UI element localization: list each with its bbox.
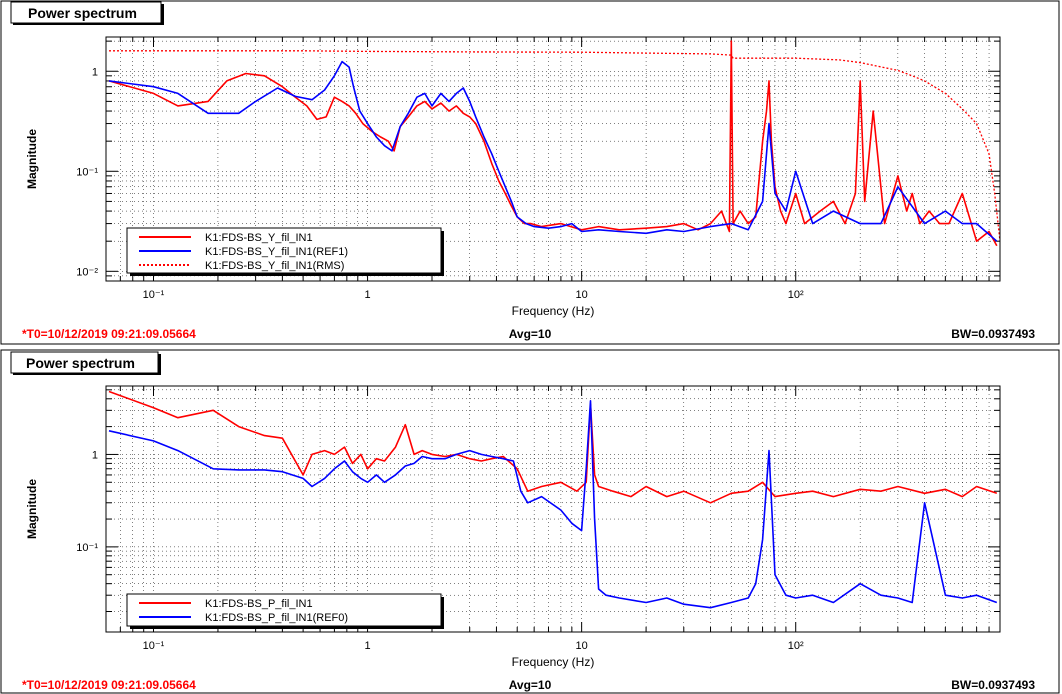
- panel-top: Power spectrum 10⁻¹ 1 10 10² 10⁻² 10⁻¹ 1 Freque…: [0, 0, 1060, 345]
- legend-box: [126, 593, 442, 627]
- panel-bottom: Power spectrum 10⁻¹ 1 10 10² 10⁻¹ 1 Frequency …: [0, 349, 1060, 694]
- legend: K1:FDS-BS_P_fil_IN1 K1:FDS-BS_P_fil_IN1(R…: [126, 593, 444, 629]
- y-axis-title: Magnitude: [25, 129, 39, 189]
- panel-bottom-header-shadow-b: [13, 373, 161, 375]
- panel-bottom-frame: [0, 349, 1060, 694]
- series-line-2: [109, 50, 1000, 242]
- x-tick-label: 10²: [788, 640, 804, 652]
- x-tick-label: 10⁻¹: [143, 640, 165, 652]
- legend-shadow-r: [441, 597, 444, 629]
- legend-label-1: K1:FDS-BS_Y_fil_IN1(REF1): [205, 246, 348, 258]
- y-tick-label: 1: [92, 449, 98, 461]
- x-tick-label: 1: [365, 640, 371, 652]
- x-tick-label: 10²: [788, 289, 804, 301]
- panel-top-header-shadow-b: [13, 23, 164, 25]
- plot-area-frame: [105, 385, 1001, 633]
- series-group: [108, 390, 998, 609]
- legend-label-2: K1:FDS-BS_Y_fil_IN1(RMS): [205, 260, 344, 272]
- plot-bottom: 10⁻¹ 1 10 10² 10⁻¹ 1 Frequency (Hz) Magnitude K1…: [25, 385, 1001, 669]
- plot-top: 10⁻¹ 1 10 10² 10⁻² 10⁻¹ 1 Frequency (Hz) Magnitu…: [25, 36, 1001, 318]
- y-tick-label: 10⁻¹: [76, 166, 98, 178]
- panel-top-header: Power spectrum: [28, 5, 137, 21]
- panel-top-t0: *T0=10/12/2019 09:21:09.05664: [22, 327, 196, 341]
- legend-shadow-b: [130, 626, 444, 629]
- y-tick-label: 10⁻¹: [76, 542, 98, 554]
- x-axis-title: Frequency (Hz): [512, 655, 595, 669]
- panel-bottom-bw: BW=0.0937493: [951, 678, 1035, 692]
- legend-shadow-b: [130, 273, 444, 276]
- x-tick-label: 10⁻¹: [143, 289, 165, 301]
- y-tick-label: 1: [92, 66, 98, 78]
- y-tick-label: 10⁻²: [76, 266, 98, 278]
- legend: K1:FDS-BS_Y_fil_IN1 K1:FDS-BS_Y_fil_IN1(R…: [126, 227, 444, 276]
- x-tick-label: 10: [576, 289, 588, 301]
- series-line-0: [108, 390, 998, 504]
- x-axis-title: Frequency (Hz): [512, 304, 595, 318]
- series-line-0: [108, 40, 998, 247]
- plot-area-frame: [105, 36, 1001, 282]
- panel-bottom-t0: *T0=10/12/2019 09:21:09.05664: [22, 678, 196, 692]
- legend-label-0: K1:FDS-BS_P_fil_IN1: [205, 598, 313, 610]
- series-line-1: [108, 399, 998, 609]
- x-tick-label: 10: [576, 640, 588, 652]
- legend-label-0: K1:FDS-BS_Y_fil_IN1: [205, 232, 313, 244]
- panel-bottom-header: Power spectrum: [26, 355, 135, 371]
- legend-label-1: K1:FDS-BS_P_fil_IN1(REF0): [205, 612, 348, 624]
- y-axis-title: Magnitude: [25, 479, 39, 539]
- series-group: [108, 40, 1000, 247]
- series-line-1: [108, 60, 998, 242]
- panel-top-avg: Avg=10: [509, 327, 552, 341]
- panel-bottom-header-shadow-r: [158, 354, 161, 375]
- legend-shadow-r: [441, 231, 444, 276]
- panel-top-header-shadow-r: [161, 4, 164, 25]
- panel-bottom-avg: Avg=10: [509, 678, 552, 692]
- panel-top-frame: [0, 0, 1060, 345]
- x-tick-label: 1: [365, 289, 371, 301]
- panel-top-bw: BW=0.0937493: [951, 327, 1035, 341]
- grid: [105, 386, 1001, 632]
